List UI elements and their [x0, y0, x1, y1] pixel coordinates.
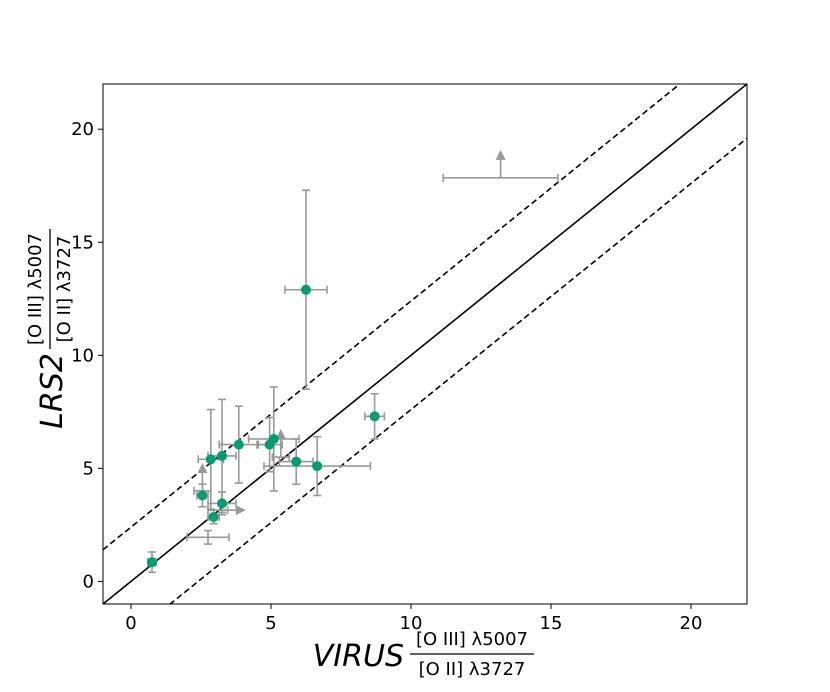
limit-marker-4-arrow-head	[495, 149, 506, 160]
x-tick-label-0: 0	[125, 613, 136, 634]
data-point-2	[205, 454, 216, 465]
y-axis-label: LRS2 [O III] λ5007 [O II] λ3727	[25, 229, 75, 429]
data-points	[147, 284, 380, 568]
data-point-12	[369, 411, 380, 422]
x-axis: 0 5 10 15 20	[125, 604, 702, 634]
limit-marker-3-arrow-head	[275, 429, 286, 440]
limit-markers	[186, 149, 559, 545]
y-axis-label-denominator: [O II] λ3727	[54, 236, 75, 343]
data-point-11	[312, 461, 323, 472]
x-axis-label-denominator: [O II] λ3727	[419, 659, 526, 680]
data-point-5	[217, 498, 227, 509]
y-axis-label-numerator: [O III] λ5007	[25, 233, 46, 345]
limit-marker-1-arrow-head	[235, 505, 246, 516]
x-tick-label-15: 15	[540, 613, 563, 634]
x-axis-label-numerator: [O III] λ5007	[416, 629, 528, 650]
y-tick-label-15: 15	[71, 232, 94, 253]
y-tick-label-5: 5	[83, 458, 94, 479]
reference-lines	[103, 84, 747, 604]
y-tick-label-20: 20	[71, 119, 94, 140]
one-to-one-line	[103, 84, 747, 604]
y-axis-label-main: LRS2	[35, 353, 70, 429]
error-bars	[147, 189, 386, 574]
data-point-3	[208, 511, 219, 522]
data-point-1	[197, 490, 208, 501]
x-tick-label-10: 10	[400, 613, 423, 634]
x-tick-label-20: 20	[680, 613, 703, 634]
data-point-6	[233, 439, 244, 450]
x-axis-label: VIRUS [O III] λ5007 [O II] λ3727	[313, 629, 534, 680]
x-tick-label-5: 5	[265, 613, 276, 634]
data-point-9	[291, 456, 302, 467]
y-tick-label-10: 10	[71, 345, 94, 366]
data-point-10	[301, 284, 311, 295]
plot-frame	[102, 83, 748, 605]
data-point-4	[217, 450, 227, 461]
data-point-8	[268, 433, 279, 444]
y-tick-label-0: 0	[83, 571, 94, 592]
y-axis: 0 5 10 15 20	[71, 119, 103, 592]
data-point-0	[147, 557, 157, 568]
x-axis-label-main: VIRUS	[313, 639, 404, 674]
limit-marker-0-arrow-head	[197, 462, 208, 473]
offset-line-2	[168, 137, 747, 604]
